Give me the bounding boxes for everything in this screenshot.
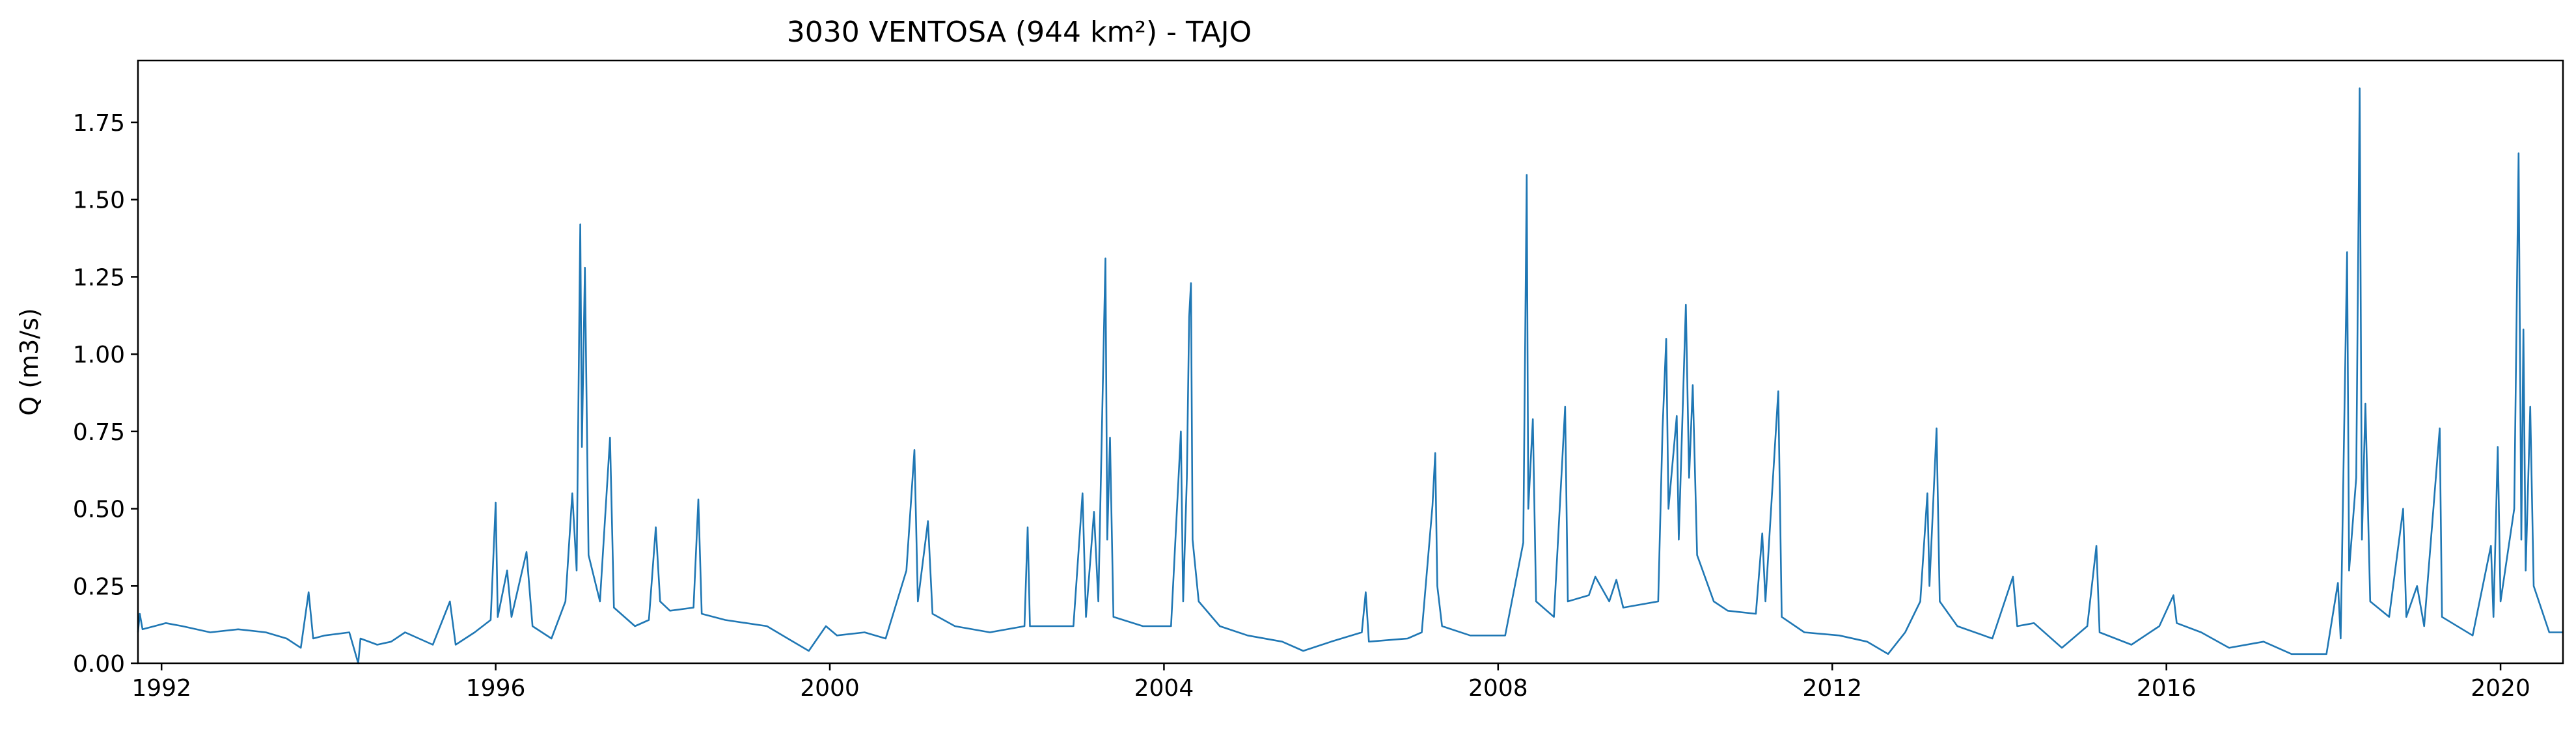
x-tick-label: 2004 xyxy=(1134,675,1194,702)
y-tick-label: 1.00 xyxy=(73,342,125,368)
chart-title: 3030 VENTOSA (944 km²) - TAJO xyxy=(787,16,1252,49)
y-tick-label: 1.50 xyxy=(73,187,125,214)
y-tick-label: 0.00 xyxy=(73,651,125,678)
x-axis: 1992 1996 2000 2004 2008 2012 2016 2020 xyxy=(131,663,2530,702)
x-tick-label: 2020 xyxy=(2471,675,2530,702)
x-tick-label: 2000 xyxy=(800,675,860,702)
y-tick-label: 1.75 xyxy=(73,110,125,137)
y-axis: 0.00 0.25 0.50 0.75 1.00 1.25 1.50 1.75 xyxy=(73,110,138,678)
y-tick-label: 0.25 xyxy=(73,573,125,600)
x-tick-label: 2008 xyxy=(1468,675,1528,702)
y-tick-label: 0.75 xyxy=(73,419,125,446)
y-axis-label: Q (m3/s) xyxy=(15,308,44,415)
y-tick-label: 0.50 xyxy=(73,497,125,523)
x-tick-label: 2012 xyxy=(1802,675,1862,702)
y-tick-label: 1.25 xyxy=(73,264,125,291)
series-layer xyxy=(137,87,2563,665)
series-line-0 xyxy=(137,87,2563,665)
plot-frame xyxy=(137,59,2564,665)
x-tick-label: 2016 xyxy=(2137,675,2197,702)
x-tick-label: 1992 xyxy=(131,675,191,702)
x-tick-label: 1996 xyxy=(466,675,526,702)
